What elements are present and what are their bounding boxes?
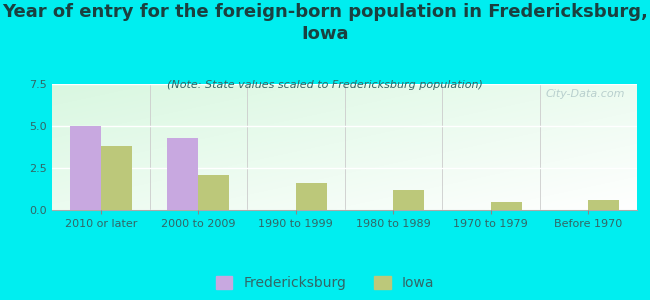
Text: Year of entry for the foreign-born population in Fredericksburg,
Iowa: Year of entry for the foreign-born popul… — [2, 3, 648, 43]
Text: City-Data.com: City-Data.com — [546, 89, 625, 99]
Bar — [393, 190, 424, 210]
Bar — [70, 126, 101, 210]
Bar — [198, 175, 229, 210]
Text: (Note: State values scaled to Fredericksburg population): (Note: State values scaled to Fredericks… — [167, 80, 483, 89]
Bar — [296, 183, 327, 210]
Bar — [167, 138, 198, 210]
Legend: Fredericksburg, Iowa: Fredericksburg, Iowa — [216, 276, 434, 290]
Bar — [491, 202, 522, 210]
Bar — [588, 200, 619, 210]
Bar — [101, 146, 132, 210]
